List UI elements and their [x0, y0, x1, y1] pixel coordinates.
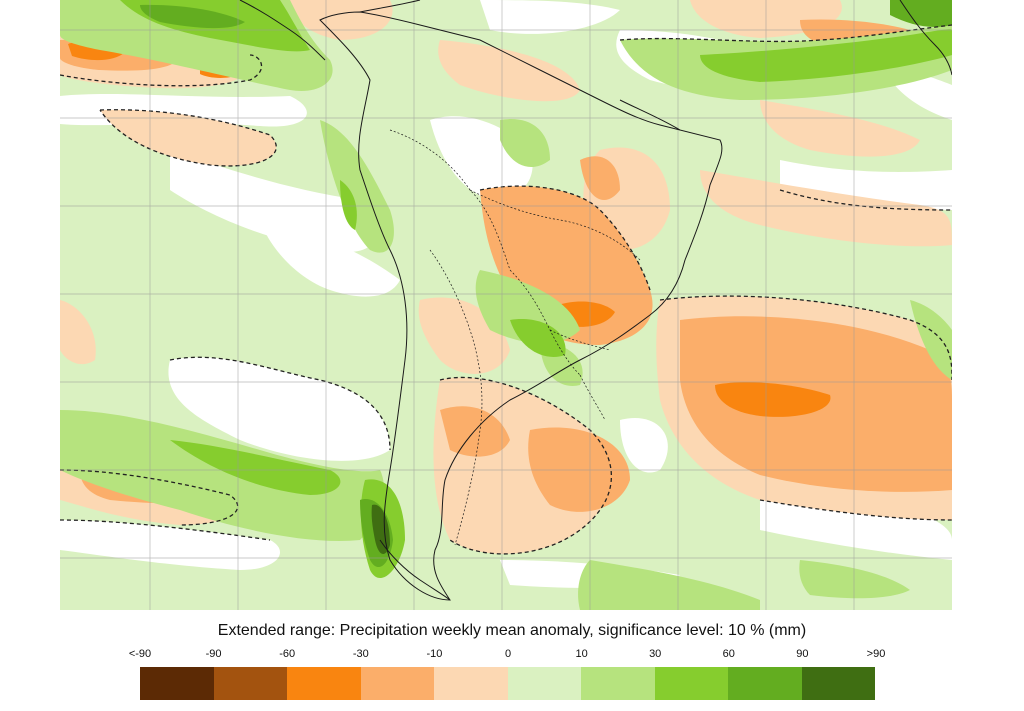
colorbar-tick-label: -60	[279, 648, 296, 660]
country-borders	[389, 129, 641, 546]
colorbar-tick-label: >90	[866, 648, 886, 660]
colorbar	[140, 667, 875, 700]
colorbar-swatch	[213, 667, 287, 700]
colorbar-swatch	[360, 667, 434, 700]
coastline-africa	[899, 0, 952, 76]
colorbar-tick-label: -30	[352, 648, 369, 660]
colorbar-swatch	[434, 667, 508, 700]
precipitation-anomaly-map	[60, 0, 952, 610]
colorbar-tick-label: <-90	[128, 648, 152, 660]
colorbar-tick-label: -10	[426, 648, 443, 660]
colorbar-tick-label: 30	[649, 648, 662, 660]
colorbar-swatch	[728, 667, 802, 700]
colorbar-tick-label: 0	[504, 648, 512, 660]
colorbar-tick-label: -90	[205, 648, 222, 660]
colorbar-swatch	[581, 667, 655, 700]
colorbar-swatch	[140, 667, 214, 700]
colorbar-labels: <-90 -90 -60 -30 -10 0 10 30 60 90 >90	[129, 648, 886, 664]
colorbar-swatch	[507, 667, 581, 700]
graticule	[60, 0, 952, 610]
colorbar-tick-label: 10	[575, 648, 588, 660]
coastline-south-america	[319, 0, 723, 601]
colorbar-tick-label: 90	[796, 648, 809, 660]
map-caption: Extended range: Precipitation weekly mea…	[217, 622, 807, 639]
colorbar-swatch	[654, 667, 728, 700]
colorbar-swatch	[801, 667, 875, 700]
colorbar-tick-label: 60	[722, 648, 735, 660]
significance-contours	[60, 24, 952, 555]
coastline-central-america	[239, 0, 326, 61]
colorbar-swatch	[287, 667, 361, 700]
